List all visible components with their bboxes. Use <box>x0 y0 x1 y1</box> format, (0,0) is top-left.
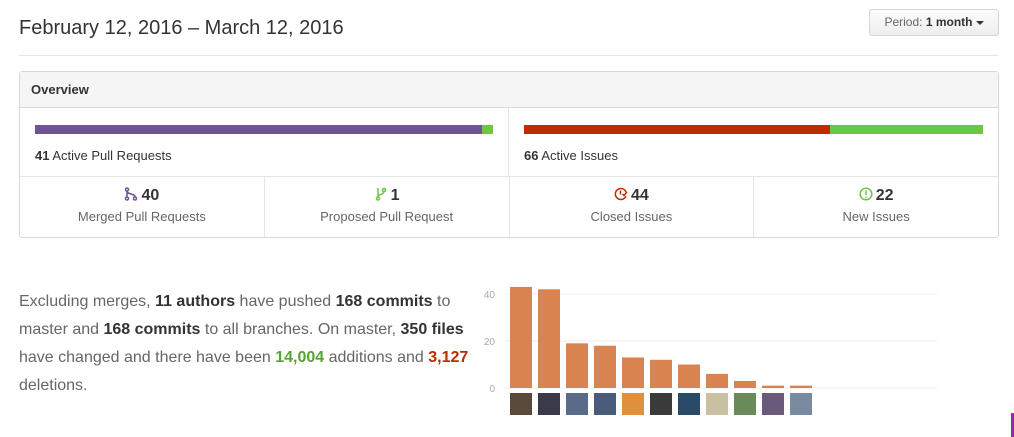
bar-7 <box>678 364 700 388</box>
edge-marker <box>1011 413 1014 437</box>
y-tick-label: 20 <box>484 337 496 348</box>
bar-6 <box>650 359 672 388</box>
git-merge-icon <box>125 187 138 201</box>
commits-by-author-chart: 0 20 40 <box>484 286 937 415</box>
author-avatar[interactable] <box>790 393 812 415</box>
period-label: Period: <box>884 15 923 29</box>
stat-closed-issues[interactable]: 44 Closed Issues <box>510 177 755 237</box>
author-avatar[interactable] <box>538 393 560 415</box>
author-avatar[interactable] <box>510 393 532 415</box>
y-tick-label: 0 <box>489 384 495 395</box>
closed-segment <box>524 125 831 134</box>
author-avatar[interactable] <box>734 393 756 415</box>
bar-3 <box>566 343 588 388</box>
merged-segment <box>35 125 482 134</box>
stat-new-issues[interactable]: 22 New Issues <box>842 187 910 224</box>
caret-down-icon <box>975 20 984 25</box>
overview-panel: Overview 41 Active Pull Requests 66 Acti… <box>19 71 999 238</box>
divider <box>19 55 998 56</box>
deletions-count: 3,127 <box>428 349 469 366</box>
overview-title: Overview <box>20 72 998 108</box>
active-issues-count: 66 <box>524 148 539 163</box>
pull-requests-bar <box>35 125 493 134</box>
author-avatar[interactable] <box>678 393 700 415</box>
author-avatar[interactable] <box>594 393 616 415</box>
pull-requests-summary[interactable]: 41 Active Pull Requests <box>20 108 509 177</box>
author-avatar[interactable] <box>622 393 644 415</box>
author-avatar[interactable] <box>762 393 784 415</box>
active-pr-label: Active Pull Requests <box>52 148 172 163</box>
period-dropdown[interactable]: Period: 1 month <box>869 9 999 36</box>
issue-opened-icon <box>859 187 873 201</box>
y-tick-label: 40 <box>484 290 496 301</box>
bar-2 <box>538 289 560 388</box>
bar-8 <box>706 373 728 388</box>
issues-bar <box>524 125 983 134</box>
active-issues-label: Active Issues <box>541 148 618 163</box>
issues-summary[interactable]: 66 Active Issues <box>509 108 998 177</box>
commit-summary: Excluding merges, 11 authors have pushed… <box>19 293 469 394</box>
authors-link[interactable]: 11 authors <box>155 293 236 310</box>
author-avatar[interactable] <box>650 393 672 415</box>
additions-count: 14,004 <box>275 349 325 366</box>
git-pull-request-icon <box>375 187 386 201</box>
stat-merged-pull-requests[interactable]: 40 Merged Pull Requests <box>20 177 265 237</box>
new-segment <box>830 125 983 134</box>
author-avatar[interactable] <box>706 393 728 415</box>
author-avatar[interactable] <box>566 393 588 415</box>
period-value: 1 month <box>925 15 973 29</box>
bar-9 <box>734 380 756 388</box>
date-range-title: February 12, 2016 – March 12, 2016 <box>19 17 344 39</box>
active-pr-count: 41 <box>35 148 50 163</box>
bar-10 <box>762 385 784 388</box>
bar-5 <box>622 357 644 388</box>
proposed-segment <box>482 125 493 134</box>
bar-1 <box>510 286 532 388</box>
issue-closed-icon <box>614 187 628 201</box>
bar-11 <box>790 385 812 388</box>
bar-4 <box>594 345 616 388</box>
stat-proposed-pull-request[interactable]: 1 Proposed Pull Request <box>265 177 510 237</box>
